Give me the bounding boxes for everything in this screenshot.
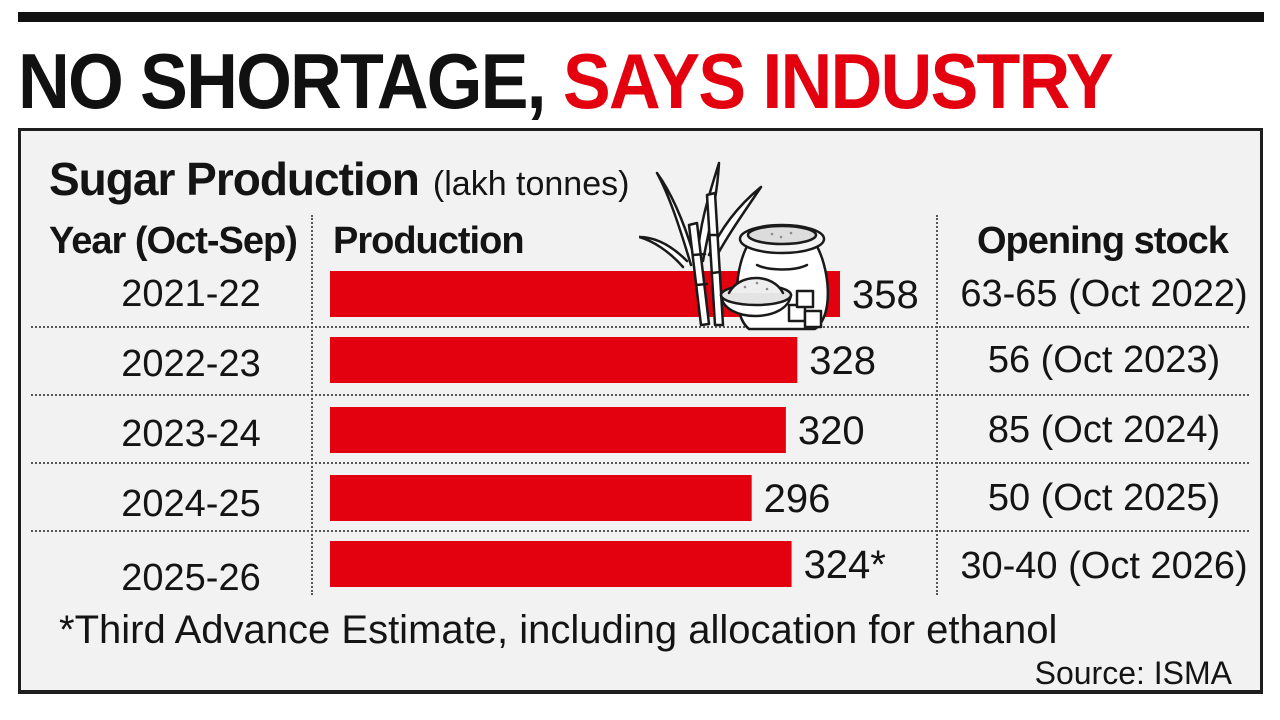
column-divider xyxy=(311,215,313,595)
column-header-production: Production xyxy=(333,220,525,262)
year-cell: 2021-22 xyxy=(121,273,261,315)
year-cell: 2023-24 xyxy=(121,413,261,455)
headline-part-2: SAYS INDUSTRY xyxy=(562,37,1114,125)
opening-stock-cell: 85 (Oct 2024) xyxy=(987,409,1221,451)
top-rule xyxy=(18,12,1264,22)
column-divider xyxy=(936,215,938,595)
production-bar xyxy=(330,475,752,521)
row-divider xyxy=(31,394,1249,396)
chart-title-block: Sugar Production (lakh tonnes) xyxy=(49,151,629,212)
row-divider xyxy=(31,326,1249,328)
row-divider xyxy=(31,462,1249,464)
headline: NO SHORTAGE, SAYS INDUSTRY xyxy=(18,36,1164,126)
production-value-label: 328 xyxy=(809,339,876,383)
sugarcane-and-sugar-sack-icon xyxy=(639,161,830,331)
source-credit: Source: ISMA xyxy=(1034,655,1232,691)
year-cell: 2024-25 xyxy=(121,483,261,525)
headline-part-1: NO SHORTAGE, xyxy=(18,37,547,125)
production-value-label: 358 xyxy=(852,273,919,317)
production-bar xyxy=(330,541,792,587)
footnote: *Third Advance Estimate, including alloc… xyxy=(59,608,1058,652)
opening-stock-cell: 63-65 (Oct 2022) xyxy=(960,273,1248,315)
production-value-label: 320 xyxy=(798,409,865,453)
chart-panel: Sugar Production (lakh tonnes) Year (Oct-… xyxy=(18,128,1263,694)
production-bar xyxy=(330,407,786,453)
chart-title: Sugar Production xyxy=(49,153,420,205)
opening-stock-cell: 30-40 (Oct 2026) xyxy=(960,545,1248,587)
production-value-label: 324* xyxy=(804,543,886,587)
chart-unit: (lakh tonnes) xyxy=(432,165,630,203)
year-cell: 2022-23 xyxy=(121,343,261,385)
column-header-opening-stock: Opening stock xyxy=(977,220,1229,262)
bar-chart: 358 328 320 296 324* xyxy=(330,271,919,587)
year-cell: 2025-26 xyxy=(121,557,261,599)
production-bar xyxy=(330,337,798,383)
column-header-year: Year (Oct-Sep) xyxy=(49,220,298,262)
opening-stock-cell: 50 (Oct 2025) xyxy=(987,477,1221,519)
production-value-label: 296 xyxy=(764,477,831,521)
row-divider xyxy=(31,530,1249,532)
opening-stock-cell: 56 (Oct 2023) xyxy=(987,339,1221,381)
